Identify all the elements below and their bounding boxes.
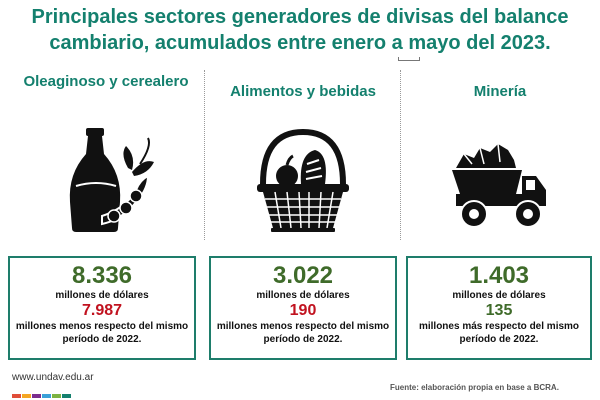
sector-name: Alimentos y bebidas <box>230 83 376 100</box>
page-title: Principales sectores generadores de divi… <box>31 6 569 54</box>
food-basket-icon <box>257 128 349 232</box>
website-link[interactable]: www.undav.edu.ar <box>12 372 94 383</box>
sector-card: 1.403 millones de dólares 135 millones m… <box>406 256 592 360</box>
sector-card: 3.022 millones de dólares 190 millones m… <box>209 256 397 360</box>
sector-name: Oleaginoso y cerealero <box>23 73 189 90</box>
sector-column-alimentos: Alimentos y bebidas 3.022 millones de dó… <box>205 62 401 362</box>
sector-unit: millones de dólares <box>55 290 149 301</box>
sector-unit: millones de dólares <box>452 290 546 301</box>
sector-card: 8.336 millones de dólares 7.987 millones… <box>8 256 196 360</box>
sector-delta-description: millones más respecto del mismo período … <box>418 321 580 345</box>
oil-bottle-soybean-icon <box>69 128 154 232</box>
color-bar-segment <box>52 394 61 398</box>
color-bar-segment <box>32 394 41 398</box>
tab-marker-decoration <box>398 57 420 61</box>
sector-value: 1.403 <box>468 262 530 289</box>
color-bar-segment <box>62 394 71 398</box>
sector-value: 8.336 <box>71 262 133 289</box>
column-divider <box>400 70 401 240</box>
sector-column-oleaginoso: Oleaginoso y cerealero 8.336 millones de… <box>8 62 204 362</box>
sector-delta: 135 <box>485 302 513 319</box>
sector-unit: millones de dólares <box>256 290 350 301</box>
sector-delta: 7.987 <box>81 302 123 319</box>
color-bar-segment <box>22 394 31 398</box>
source-note: Fuente: elaboración propia en base a BCR… <box>390 383 559 392</box>
sector-delta-description: millones menos respecto del mismo períod… <box>15 321 189 345</box>
sector-value: 3.022 <box>272 262 334 289</box>
mining-truck-icon <box>452 143 546 228</box>
brand-color-bar <box>12 385 72 398</box>
sector-delta: 190 <box>289 302 317 319</box>
sector-name: Minería <box>473 83 527 100</box>
color-bar-segment <box>42 394 51 398</box>
column-divider <box>204 70 205 240</box>
sector-column-mineria: Minería 1.403 millones de dólares 135 mi… <box>402 62 598 362</box>
sector-delta-description: millones menos respecto del mismo períod… <box>216 321 390 345</box>
color-bar-segment <box>12 394 21 398</box>
